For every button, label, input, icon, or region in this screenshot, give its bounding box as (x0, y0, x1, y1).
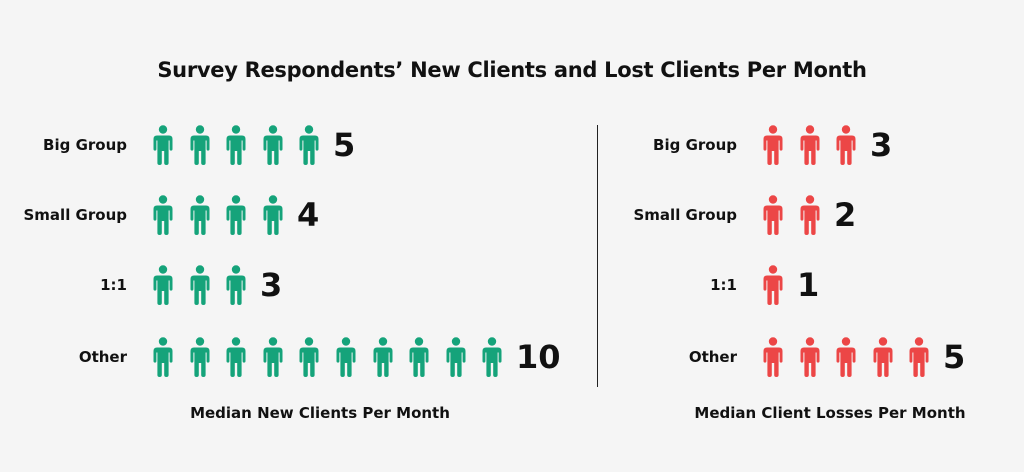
person-icon (909, 337, 929, 377)
person-icon (482, 337, 502, 377)
lost-icons-1-1 (763, 265, 800, 305)
person-icon (190, 265, 210, 305)
person-icon (373, 337, 393, 377)
new-value-big-group: 5 (333, 126, 356, 164)
person-icon (299, 337, 319, 377)
lost-row-label-big-group: Big Group (653, 136, 737, 154)
lost-row-label-other: Other (688, 348, 737, 366)
person-icon (153, 195, 173, 235)
person-icon (836, 125, 856, 165)
lost-icons-small-group (763, 195, 836, 235)
person-icon (409, 337, 429, 377)
person-icon (226, 125, 246, 165)
person-icon (226, 265, 246, 305)
lost-value-1-1: 1 (797, 266, 820, 304)
new-row-label-big-group: Big Group (43, 136, 127, 154)
new-icons-big-group (153, 125, 336, 165)
new-row-label-1-1: 1:1 (100, 276, 127, 294)
person-icon (263, 337, 283, 377)
person-icon (446, 337, 466, 377)
new-value-other: 10 (516, 338, 561, 376)
person-icon (836, 337, 856, 377)
person-icon (190, 195, 210, 235)
lost-value-small-group: 2 (834, 196, 857, 234)
person-icon (226, 337, 246, 377)
person-icon (336, 337, 356, 377)
person-icon (263, 195, 283, 235)
person-icon (873, 337, 893, 377)
new-clients-caption: Median New Clients Per Month (190, 404, 450, 422)
person-icon (800, 125, 820, 165)
new-icons-1-1 (153, 265, 263, 305)
lost-row-label-1-1: 1:1 (710, 276, 737, 294)
new-icons-small-group (153, 195, 299, 235)
new-row-label-small-group: Small Group (23, 206, 128, 224)
person-icon (263, 125, 283, 165)
person-icon (153, 337, 173, 377)
person-icon (763, 195, 783, 235)
new-row-label-other: Other (78, 348, 127, 366)
lost-value-other: 5 (943, 338, 966, 376)
person-icon (190, 125, 210, 165)
person-icon (190, 337, 210, 377)
person-icon (299, 125, 319, 165)
person-icon (800, 195, 820, 235)
person-icon (153, 125, 173, 165)
person-icon (153, 265, 173, 305)
lost-row-label-small-group: Small Group (633, 206, 738, 224)
person-icon (763, 265, 783, 305)
chart-title: Survey Respondents’ New Clients and Lost… (157, 58, 867, 82)
new-icons-other (153, 337, 519, 377)
panel-divider (597, 125, 598, 387)
lost-icons-big-group (763, 125, 873, 165)
person-icon (800, 337, 820, 377)
new-value-small-group: 4 (297, 196, 320, 234)
lost-icons-other (763, 337, 946, 377)
new-value-1-1: 3 (260, 266, 283, 304)
person-icon (763, 125, 783, 165)
person-icon (226, 195, 246, 235)
lost-clients-caption: Median Client Losses Per Month (694, 404, 966, 422)
person-icon (763, 337, 783, 377)
lost-value-big-group: 3 (870, 126, 893, 164)
